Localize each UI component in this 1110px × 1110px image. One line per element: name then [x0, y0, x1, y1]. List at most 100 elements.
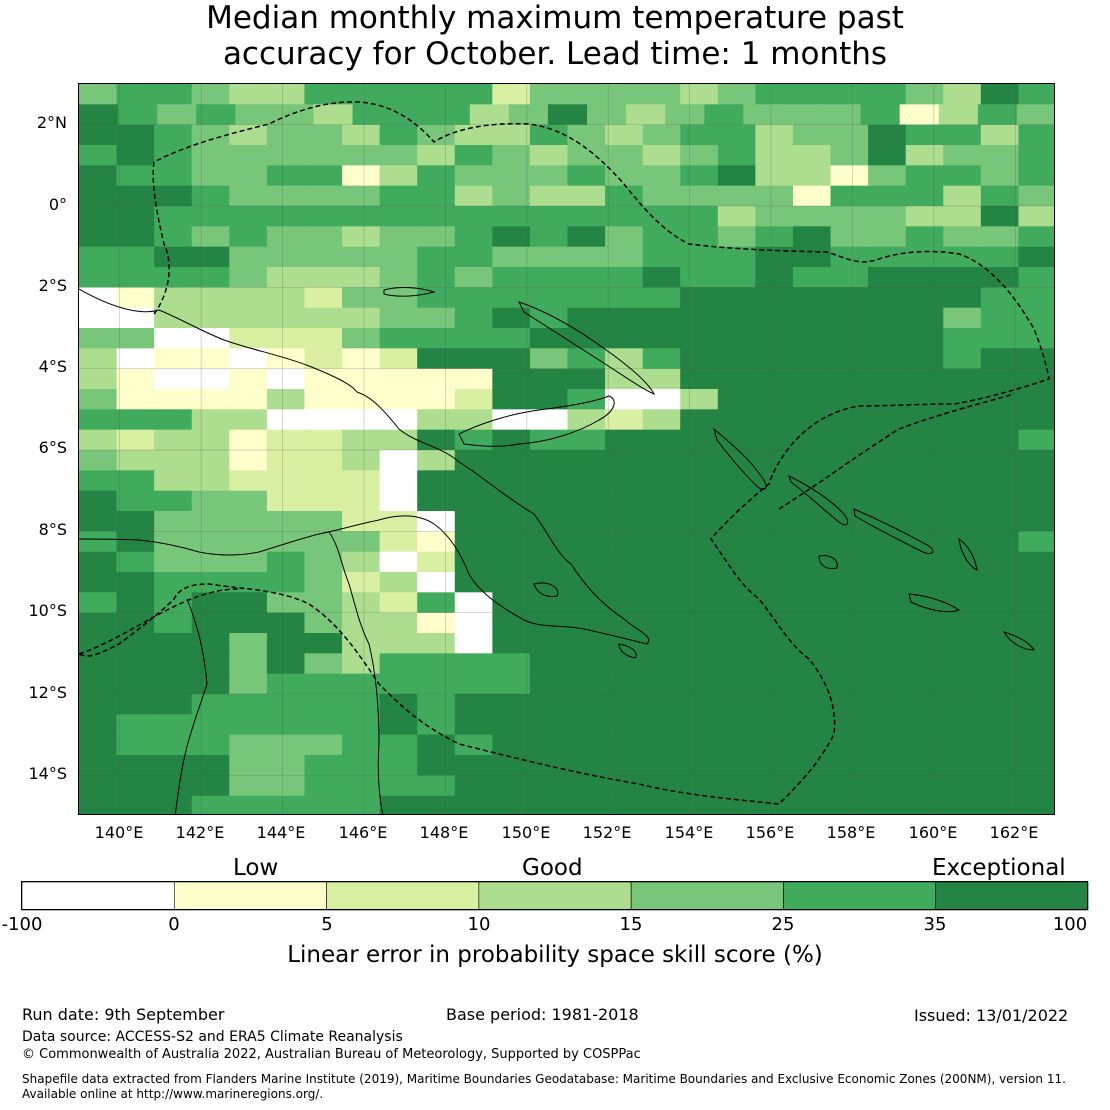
- y-tick-label: 12°S: [28, 683, 67, 702]
- skill-cell: [755, 328, 794, 349]
- skill-cell: [943, 185, 982, 207]
- skill-cell: [830, 612, 869, 634]
- skill-cell: [567, 470, 606, 492]
- skill-cell: [680, 490, 719, 512]
- skill-cell: [717, 368, 756, 390]
- skill-cell: [116, 206, 155, 227]
- skill-cell: [79, 246, 118, 268]
- skill-cell: [229, 165, 268, 187]
- colorbar-segment: [630, 881, 784, 911]
- skill-cell: [191, 185, 230, 207]
- colorbar-tick-label: 25: [771, 914, 795, 935]
- skill-cell: [342, 267, 381, 288]
- skill-cell: [830, 145, 869, 166]
- skill-cell: [792, 714, 832, 736]
- skill-cell: [755, 348, 794, 370]
- skill-cell: [605, 450, 644, 471]
- skill-cell: [980, 673, 1020, 695]
- skill-cell: [943, 226, 982, 248]
- skill-cell: [342, 551, 381, 573]
- skill-cell: [680, 775, 719, 797]
- skill-cell: [342, 307, 381, 329]
- skill-cell: [454, 206, 493, 227]
- skill-cell: [830, 795, 869, 814]
- skill-cell: [266, 307, 306, 329]
- skill-cell: [154, 307, 193, 329]
- skill-cell: [229, 124, 268, 146]
- skill-cell: [229, 368, 268, 390]
- skill-cell: [229, 470, 268, 492]
- skill-cell: [529, 795, 569, 814]
- skill-cell: [191, 165, 230, 187]
- skill-cell: [830, 470, 869, 492]
- skill-cell: [379, 429, 418, 451]
- skill-cell: [680, 470, 719, 492]
- skill-cell: [342, 592, 381, 614]
- skill-cell: [980, 775, 1020, 797]
- skill-cell: [529, 673, 569, 695]
- skill-cell: [492, 348, 531, 370]
- skill-cell: [417, 450, 456, 471]
- skill-cell: [717, 653, 756, 675]
- skill-cell: [980, 470, 1020, 492]
- skill-cell: [229, 287, 268, 309]
- skill-cell: [116, 653, 155, 675]
- skill-cell: [379, 673, 418, 695]
- skill-cell: [905, 429, 944, 451]
- skill-cell: [379, 653, 418, 675]
- skill-cell: [154, 287, 193, 309]
- skill-cell: [454, 368, 493, 390]
- skill-cell: [642, 185, 681, 207]
- skill-cell: [980, 348, 1020, 370]
- coastline-gulf: [328, 531, 384, 814]
- skill-cell: [943, 714, 982, 736]
- skill-cell: [830, 185, 869, 207]
- x-tick-label: 142°E: [175, 823, 225, 842]
- skill-cell: [492, 490, 531, 512]
- skill-cell: [191, 348, 230, 370]
- skill-cell: [980, 511, 1020, 532]
- skill-cell: [755, 429, 794, 451]
- skill-cell: [605, 246, 644, 268]
- skill-cell: [642, 490, 681, 512]
- skill-cell: [980, 226, 1020, 248]
- colorbar-tick-label: 35: [923, 914, 947, 935]
- skill-cell: [154, 633, 193, 654]
- skill-cell: [116, 185, 155, 207]
- skill-cell: [266, 470, 306, 492]
- skill-cell: [642, 429, 681, 451]
- skill-cell: [417, 694, 456, 715]
- graticule: [79, 84, 1054, 814]
- skill-cell: [492, 145, 531, 166]
- skill-cell: [943, 511, 982, 532]
- skill-cell: [830, 307, 869, 329]
- skill-cell: [980, 714, 1020, 736]
- skill-cell: [943, 673, 982, 695]
- title-line-2: accuracy for October. Lead time: 1 month…: [222, 36, 888, 72]
- coastline-solomons-6: [1002, 631, 1035, 651]
- skill-cell: [943, 633, 982, 654]
- skill-cell: [860, 104, 901, 126]
- y-tick-label: 2°N: [36, 113, 67, 132]
- skill-cell: [191, 226, 230, 248]
- skill-cell: [379, 450, 418, 471]
- skill-cell: [116, 267, 155, 288]
- skill-cell: [313, 104, 354, 126]
- skill-cell: [417, 755, 456, 776]
- skill-cell: [905, 84, 944, 105]
- skill-cell: [792, 368, 832, 390]
- skill-cell: [680, 633, 719, 654]
- skill-cell: [229, 755, 268, 776]
- skill-cell: [116, 328, 155, 349]
- skill-cell: [492, 734, 531, 756]
- coastline-solomons-3: [818, 555, 838, 569]
- skill-cell: [980, 490, 1020, 512]
- skill-cell: [304, 185, 343, 207]
- skill-cell: [1018, 531, 1054, 553]
- skill-cell: [116, 368, 155, 390]
- skill-cell: [1018, 307, 1054, 329]
- skill-cell: [792, 409, 832, 431]
- skill-cell: [830, 409, 869, 431]
- skill-cell: [680, 84, 719, 105]
- skill-cell: [905, 572, 944, 593]
